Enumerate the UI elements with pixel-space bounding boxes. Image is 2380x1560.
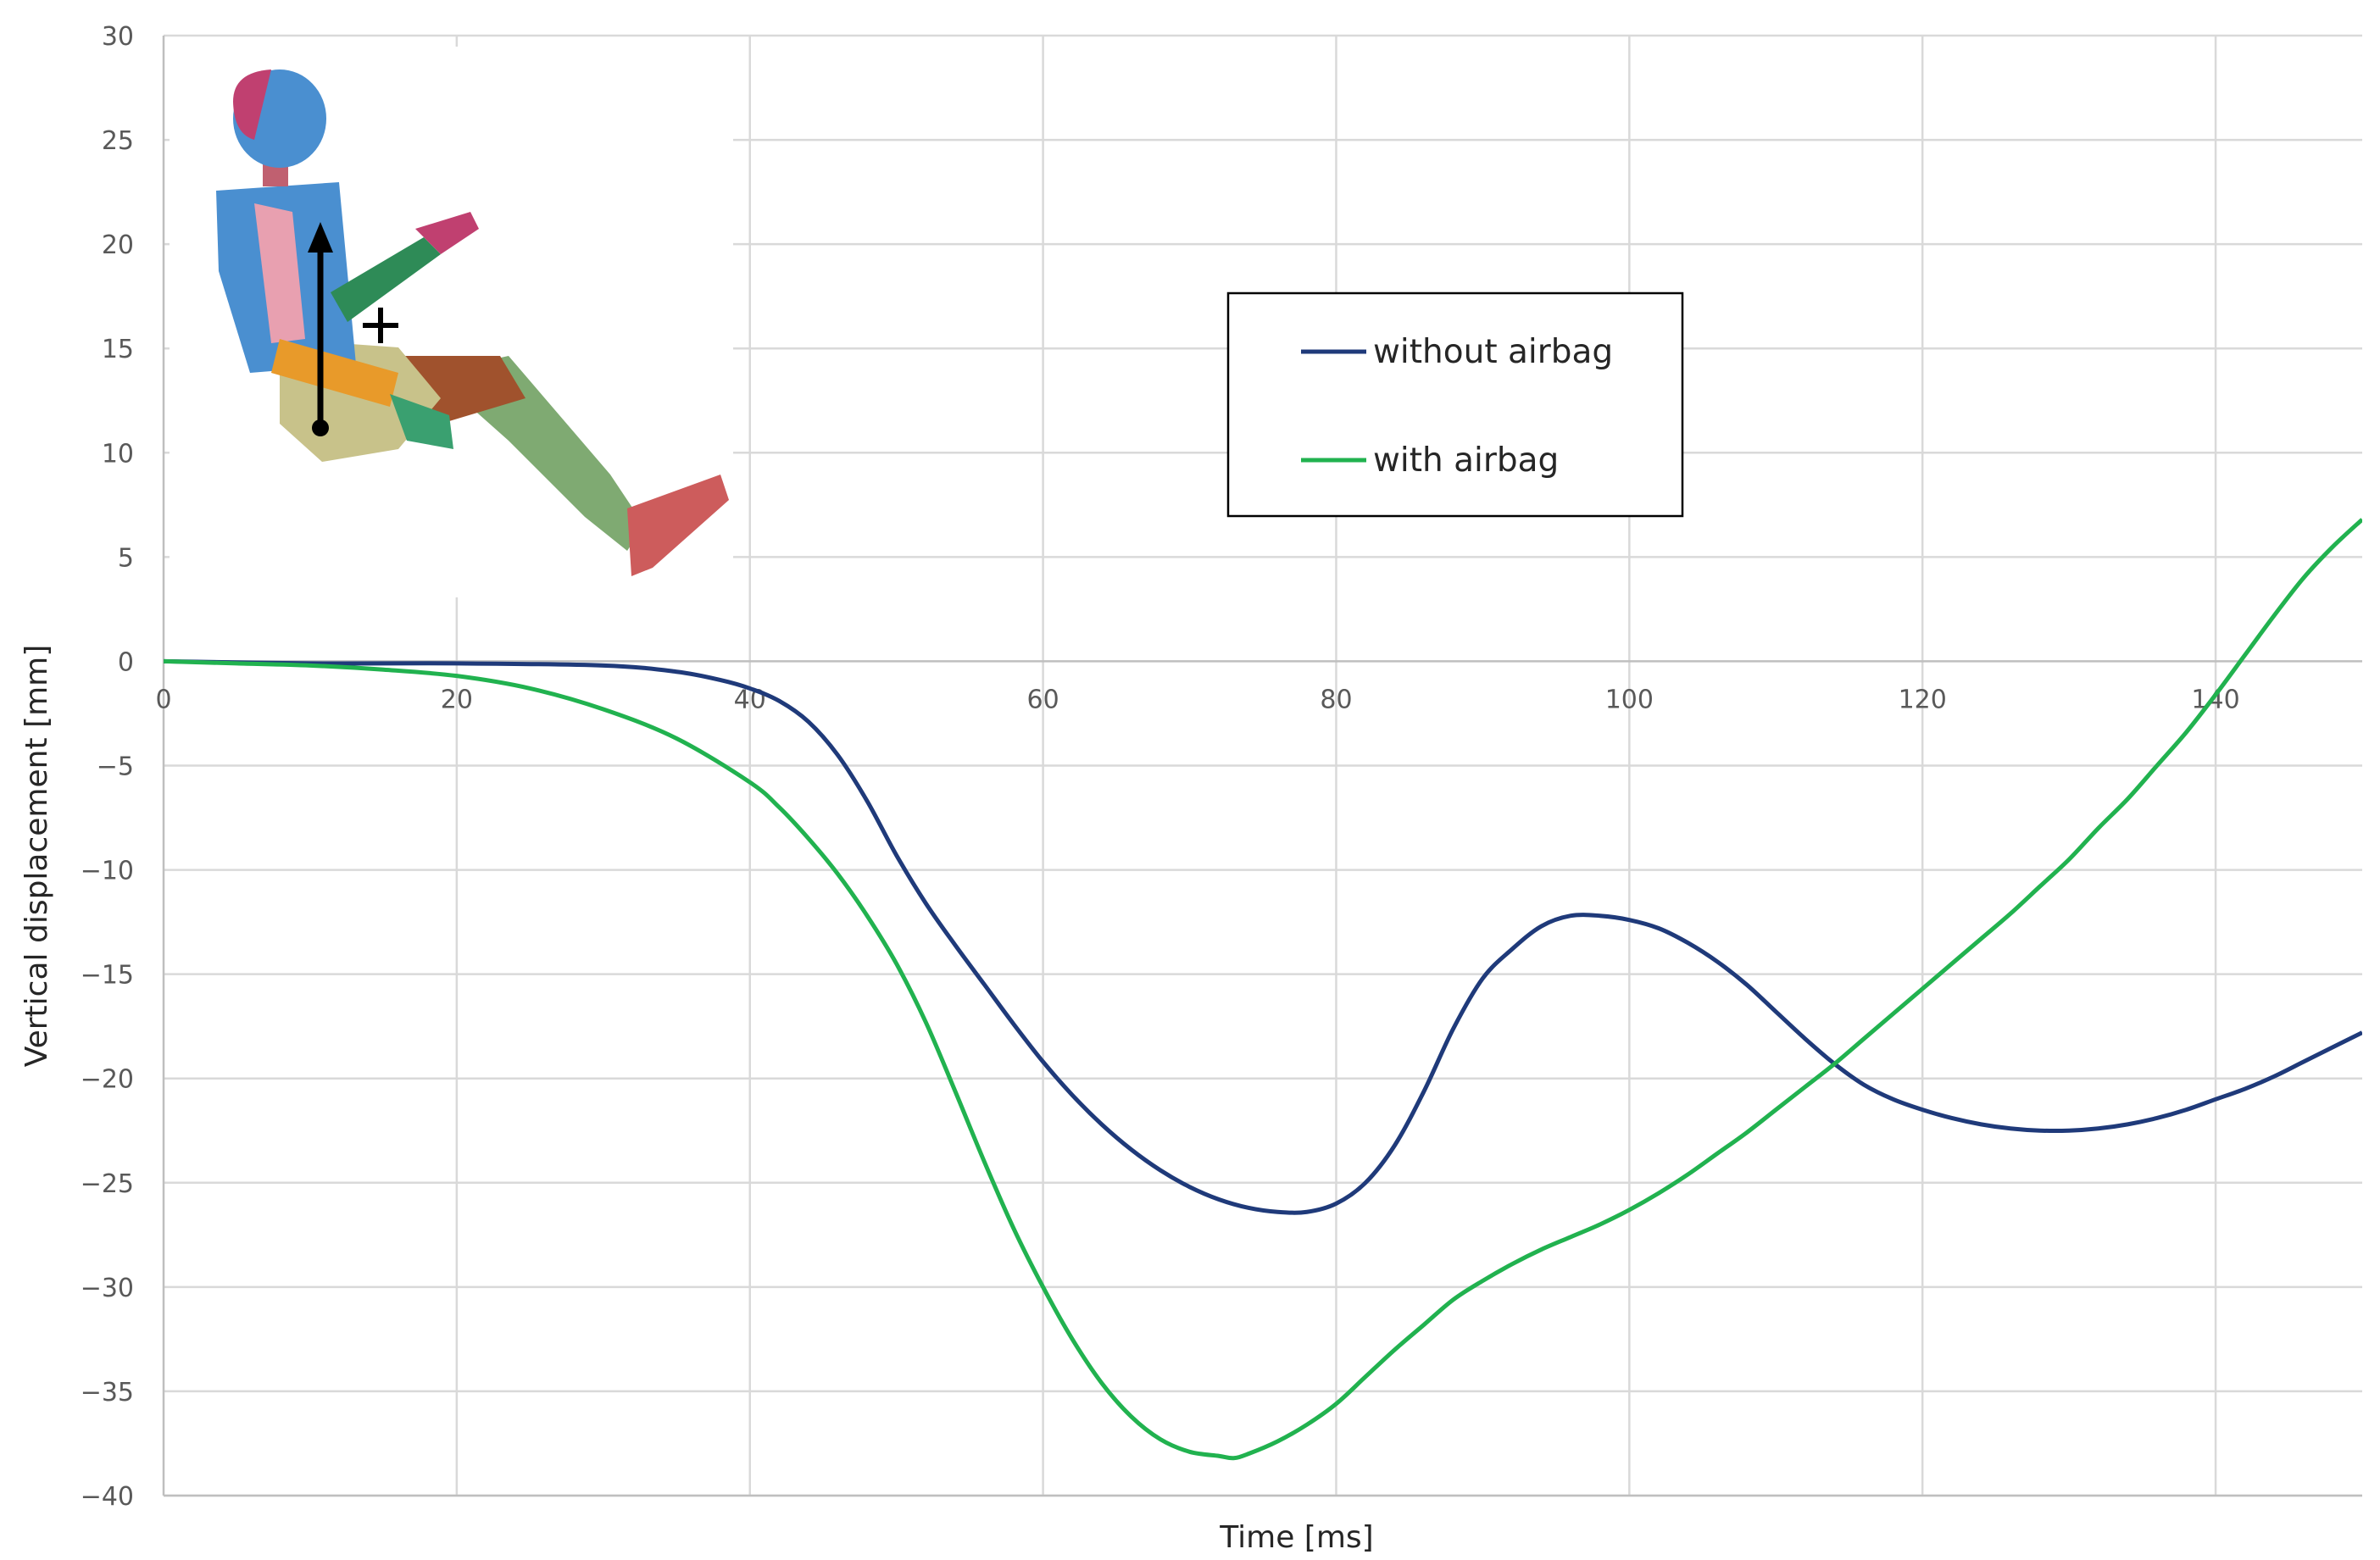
- arrow-head-icon: [308, 222, 333, 253]
- dummy-shoe-icon: [627, 475, 729, 576]
- legend-label-without-airbag: without airbag: [1373, 333, 1613, 371]
- dummy-forearm-icon: [271, 339, 398, 407]
- legend: without airbag with airbag: [1226, 291, 1684, 518]
- y-tick-label: 15: [102, 335, 134, 364]
- legend-box: [1226, 291, 1684, 518]
- legend-label-with-airbag: with airbag: [1373, 441, 1559, 480]
- y-tick-label: −40: [81, 1482, 134, 1512]
- y-tick-label: 10: [102, 439, 134, 469]
- y-tick-label: 20: [102, 230, 134, 260]
- x-tick-label: 120: [1899, 685, 1947, 714]
- crash-test-dummy-icon: [170, 47, 733, 597]
- x-tick-labels: 0 20 40 60 80 100 120 140: [155, 685, 2239, 714]
- dummy-skull-icon: [233, 69, 271, 140]
- y-tick-labels: 30 25 20 15 10 5 0 −5 −10 −15 −20 −25 −30 −35 −40: [81, 22, 134, 1512]
- x-tick-label: 0: [155, 685, 171, 714]
- center-point-icon: [312, 419, 329, 436]
- y-tick-label: −35: [81, 1378, 134, 1407]
- axes: [162, 36, 2362, 1497]
- dummy-arm-icon: [331, 237, 441, 322]
- y-tick-label: −20: [81, 1065, 134, 1095]
- y-tick-label: −25: [81, 1169, 134, 1199]
- x-tick-label: 100: [1605, 685, 1654, 714]
- series-line-with-airbag: [164, 518, 2362, 1461]
- dummy-hand-icon: [415, 212, 479, 254]
- series-line-without-airbag: [164, 658, 2362, 1215]
- x-tick-label: 20: [441, 685, 473, 714]
- series-lines: [164, 518, 2362, 1461]
- y-axis-title: Vertical displacement [mm]: [19, 645, 54, 1067]
- y-tick-label: 5: [118, 543, 134, 573]
- y-tick-label: −5: [97, 752, 134, 782]
- y-tick-label: −10: [81, 857, 134, 886]
- dummy-upper-arm-icon: [254, 203, 305, 343]
- dummy-thigh-icon: [390, 356, 525, 424]
- x-tick-label: 80: [1320, 685, 1352, 714]
- y-tick-label: 30: [102, 22, 134, 52]
- x-axis-title: Time [ms]: [1219, 1520, 1373, 1555]
- y-tick-label: 25: [102, 126, 134, 156]
- y-tick-label: −15: [81, 961, 134, 991]
- x-tick-label: 60: [1027, 685, 1059, 714]
- y-tick-label: 0: [118, 647, 134, 677]
- x-tick-label: 140: [2191, 685, 2239, 714]
- dummy-front-hand-icon: [390, 394, 453, 449]
- y-tick-label: −30: [81, 1274, 134, 1303]
